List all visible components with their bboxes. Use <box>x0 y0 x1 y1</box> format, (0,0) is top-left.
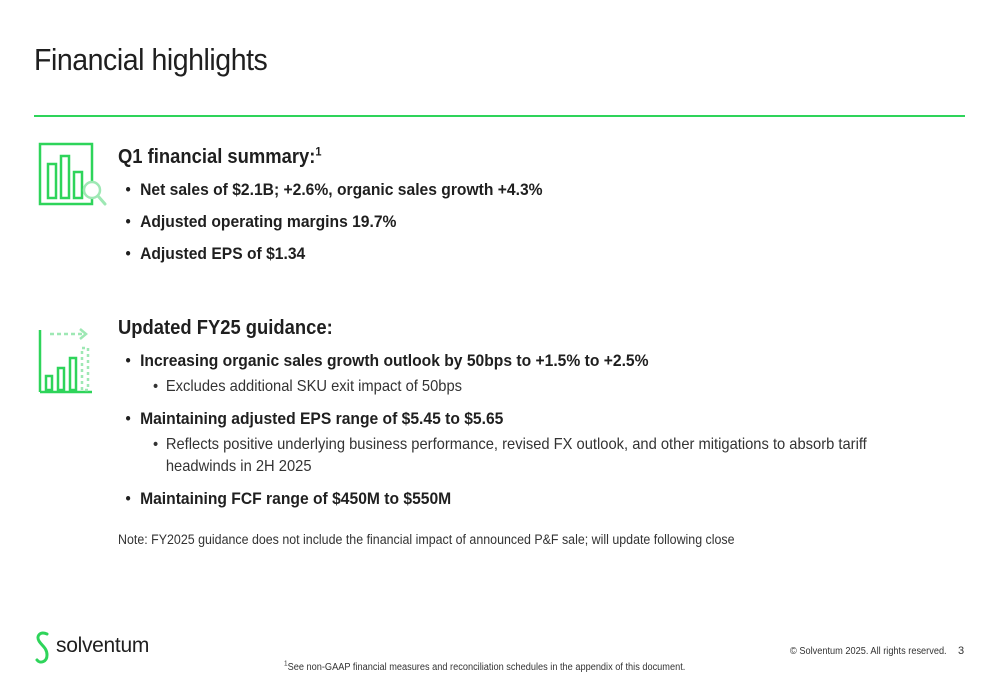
growth-chart-arrow-icon <box>38 328 92 394</box>
copyright: © Solventum 2025. All rights reserved. <box>790 646 947 657</box>
fy25-guidance-section: Updated FY25 guidance: Increasing organi… <box>118 317 1000 510</box>
footnote-text: See non-GAAP financial measures and reco… <box>287 662 686 673</box>
sub-list-item: Reflects positive underlying business pe… <box>118 434 939 478</box>
q1-summary-heading: Q1 financial summary:1 <box>118 144 322 168</box>
fy25-guidance-list: Increasing organic sales growth outlook … <box>118 350 1000 510</box>
fy25-guidance-heading: Updated FY25 guidance: <box>118 317 333 339</box>
page-number: 3 <box>958 645 965 657</box>
list-item: Adjusted EPS of $1.34 <box>118 243 543 265</box>
list-item: Maintaining FCF range of $450M to $550M <box>118 488 939 510</box>
sub-list-item: Excludes additional SKU exit impact of 5… <box>118 376 939 398</box>
list-item: Increasing organic sales growth outlook … <box>118 350 939 372</box>
footnote-ref: 1 <box>315 144 322 159</box>
bar-chart-magnifier-icon <box>38 142 107 206</box>
guidance-note: Note: FY2025 guidance does not include t… <box>118 532 735 547</box>
list-item: Maintaining adjusted EPS range of $5.45 … <box>118 408 939 430</box>
q1-summary-section: Q1 financial summary:1 Net sales of $2.1… <box>118 144 579 265</box>
list-item: Adjusted operating margins 19.7% <box>118 211 543 233</box>
title-divider <box>34 115 965 117</box>
q1-summary-list: Net sales of $2.1B; +2.6%, organic sales… <box>118 179 579 265</box>
footnote: 1See non-GAAP financial measures and rec… <box>284 660 686 673</box>
logo-text: solventum <box>56 634 150 657</box>
page-title: Financial highlights <box>34 42 268 77</box>
list-item: Net sales of $2.1B; +2.6%, organic sales… <box>118 179 543 201</box>
solventum-s-icon <box>35 631 49 664</box>
footnote-marker: 1 <box>284 660 288 668</box>
